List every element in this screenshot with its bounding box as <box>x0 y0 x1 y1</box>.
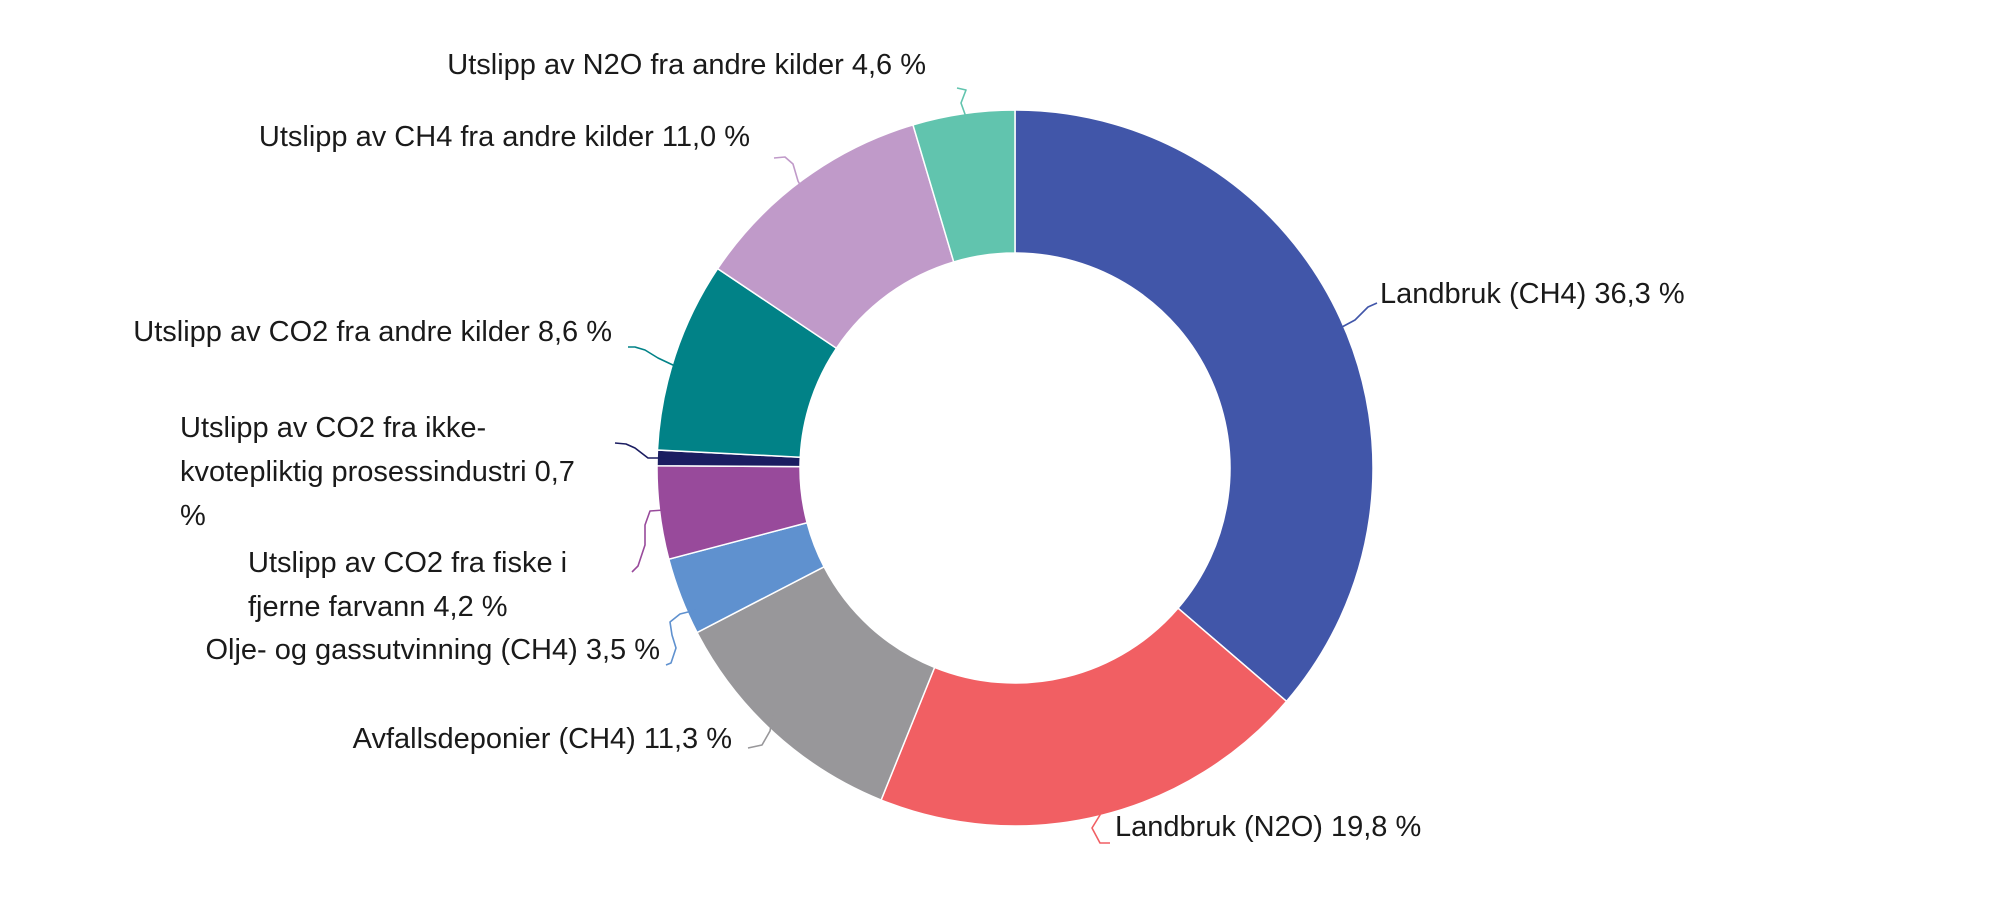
slice-label: Avfallsdeponier (CH4) 11,3 % <box>353 723 732 755</box>
slice-label: Utslipp av N2O fra andre kilder 4,6 % <box>447 49 926 81</box>
slice-labels: Landbruk (CH4) 36,3 % Landbruk (N2O) 19,8… <box>133 49 1684 843</box>
leader-line <box>1341 302 1378 328</box>
donut-slice <box>880 607 1288 827</box>
slice-label: Utslipp av CO2 fra fiske i fjerne farvann… <box>248 547 567 623</box>
donut-slice <box>912 109 1016 263</box>
leader-lines <box>614 87 1378 844</box>
slice-label: Landbruk (CH4) 36,3 % <box>1380 278 1685 310</box>
slice-label: Landbruk (N2O) 19,8 % <box>1115 811 1421 843</box>
donut-slices <box>656 109 1374 827</box>
leader-line <box>1091 800 1110 844</box>
leader-line <box>956 87 967 132</box>
slice-label: Utslipp av CO2 fra ikke-kvotepliktig pro… <box>180 412 575 532</box>
slice-label: Olje- og gassutvinning (CH4) 3,5 % <box>205 634 660 666</box>
leader-line <box>628 346 676 367</box>
leader-line <box>747 714 774 749</box>
slice-label: Utslipp av CH4 fra andre kilder 11,0 % <box>259 121 750 153</box>
leader-line <box>631 509 665 573</box>
donut-slice <box>1014 109 1374 703</box>
slice-label: Utslipp av CO2 fra andre kilder 8,6 % <box>133 316 612 348</box>
leader-line <box>773 156 807 197</box>
leader-line <box>614 442 665 459</box>
leader-line <box>665 609 697 666</box>
